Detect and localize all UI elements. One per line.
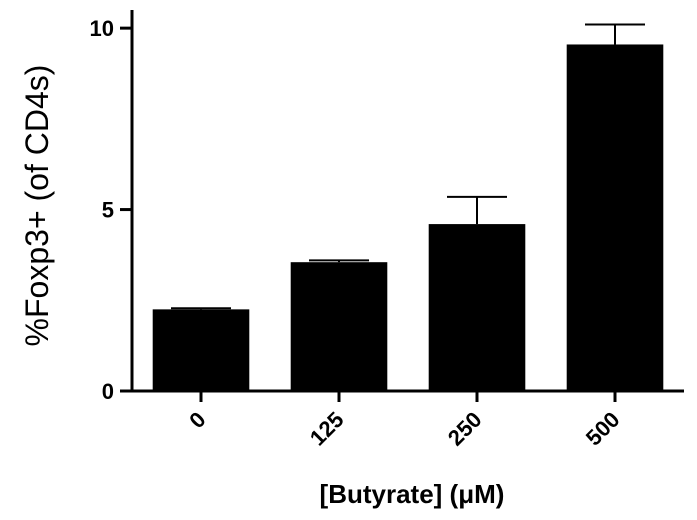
bar — [152, 309, 250, 391]
x-tick-label: 0 — [184, 407, 210, 433]
x-tick-label: 125 — [305, 407, 349, 451]
error-bars-group — [171, 23, 645, 310]
bar — [290, 262, 388, 391]
y-axis-ticks: 0 5 10 — [90, 16, 132, 404]
bars-group — [152, 44, 664, 391]
x-tick-label: 500 — [581, 407, 625, 451]
bar — [566, 44, 664, 391]
bar — [428, 224, 526, 391]
y-tick-label: 0 — [102, 379, 114, 404]
y-axis-title: %Foxp3+ (of CD4s) — [19, 65, 55, 347]
y-tick-label: 10 — [90, 16, 114, 41]
x-axis-ticks: 0 125 250 500 — [184, 391, 625, 451]
x-axis-title: [Butyrate] (μM) — [320, 479, 505, 509]
y-tick-label: 5 — [102, 198, 114, 223]
x-tick-label: 250 — [443, 407, 487, 451]
